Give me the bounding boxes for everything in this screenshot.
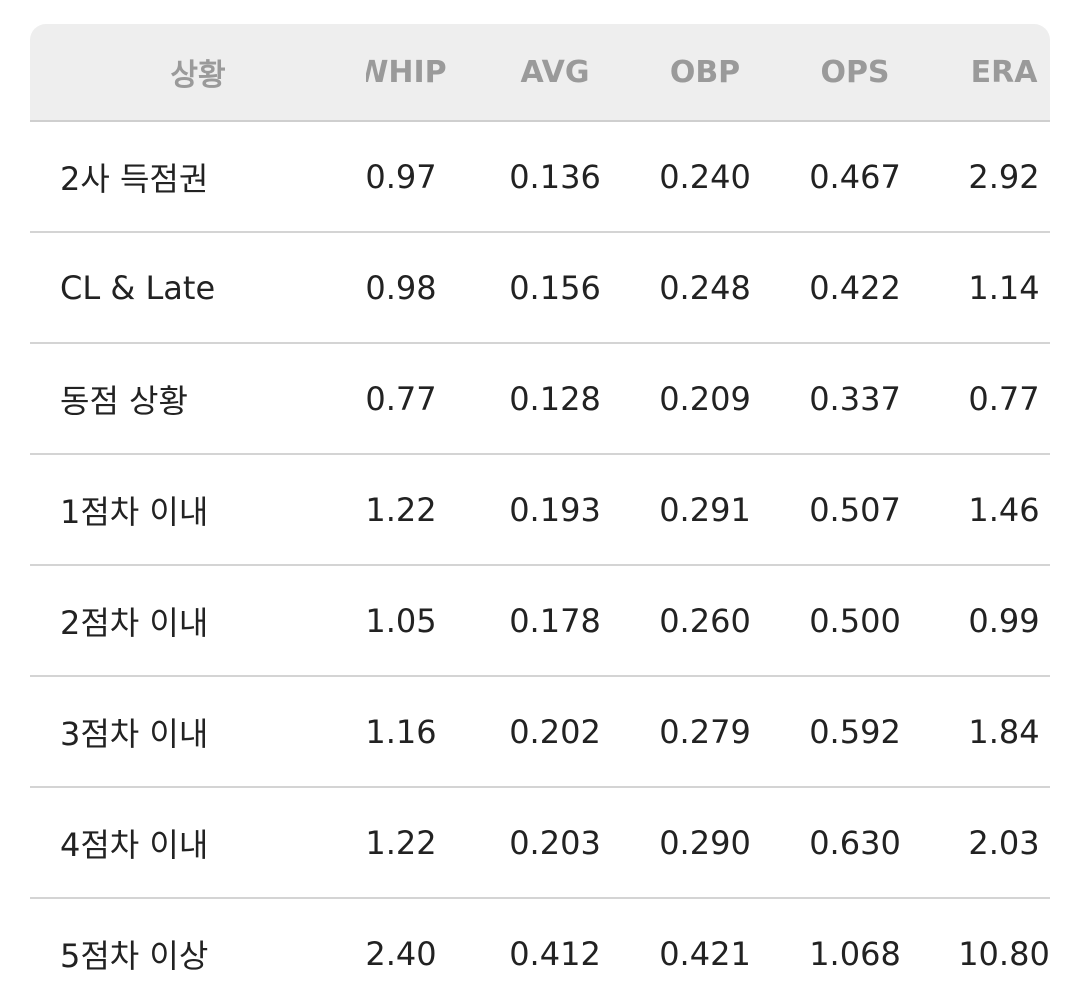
table-row: 5점차 이상 2.40 0.412 0.421 1.068 10.80: [30, 899, 1050, 999]
row-label: CL & Late: [60, 268, 216, 307]
stat-cell: 0.77: [968, 379, 1040, 418]
table-row: 4점차 이내 1.22 0.203 0.290 0.630 2.03: [30, 788, 1050, 899]
stat-cell: 0.337: [809, 379, 901, 418]
stat-cell: 1.14: [968, 268, 1040, 307]
clip-area: 0.77: [366, 344, 566, 453]
stat-cell: 2.92: [968, 157, 1040, 196]
row-label: 2점차 이내: [60, 603, 209, 642]
stat-cell: 0.421: [659, 934, 751, 973]
table-row: 동점 상황 0.77 0.128 0.209 0.337 0.77: [30, 344, 1050, 455]
stat-cell: 0.209: [659, 379, 751, 418]
row-label: 2사 득점권: [60, 159, 209, 198]
stat-cell: 0.507: [809, 490, 901, 529]
stat-cell: 1.16: [366, 712, 437, 751]
stat-cell: 0.630: [809, 823, 901, 862]
table-row: 2점차 이내 1.05 0.178 0.260 0.500 0.99: [30, 566, 1050, 677]
stat-cell: 0.412: [509, 934, 601, 973]
clip-area: 1.16: [366, 677, 566, 786]
table-header: 상황 WHIP AVG OBP OPS ERA: [30, 24, 1050, 122]
row-label: 1점차 이내: [60, 492, 209, 531]
stat-cell: 10.80: [958, 934, 1050, 973]
stat-cell: 0.500: [809, 601, 901, 640]
stat-cell: 2.40: [366, 934, 437, 973]
stat-cell: 1.22: [366, 823, 437, 862]
stat-cell: 0.260: [659, 601, 751, 640]
row-label: 5점차 이상: [60, 936, 209, 975]
stat-cell: 0.291: [659, 490, 751, 529]
clip-area: 2.40: [366, 899, 566, 999]
clip-area: WHIP: [366, 24, 566, 120]
row-label: 3점차 이내: [60, 714, 209, 753]
clip-area: 1.05: [366, 566, 566, 675]
column-header: OPS: [820, 54, 890, 90]
stats-table: 상황 WHIP AVG OBP OPS ERA 2사 득점권 0.97 0.136 0.240 0…: [30, 24, 1050, 999]
table-row: 3점차 이내 1.16 0.202 0.279 0.592 1.84: [30, 677, 1050, 788]
column-header: 상황: [170, 58, 226, 93]
stat-cell: 2.03: [968, 823, 1040, 862]
column-header: ERA: [970, 54, 1038, 90]
stat-cell: 0.156: [509, 268, 601, 307]
stat-cell: 1.068: [809, 934, 901, 973]
stat-cell: 0.248: [659, 268, 751, 307]
stat-cell: 0.97: [366, 157, 437, 196]
stat-cell: 0.203: [509, 823, 601, 862]
row-label: 4점차 이내: [60, 825, 209, 864]
table-row: 2사 득점권 0.97 0.136 0.240 0.467 2.92: [30, 122, 1050, 233]
stat-cell: 1.46: [968, 490, 1040, 529]
table-row: CL & Late 0.98 0.156 0.248 0.422 1.14: [30, 233, 1050, 344]
stat-cell: 0.128: [509, 379, 601, 418]
stat-cell: 0.422: [809, 268, 901, 307]
clip-area: 0.97: [366, 122, 566, 231]
table-row: 1점차 이내 1.22 0.193 0.291 0.507 1.46: [30, 455, 1050, 566]
stat-cell: 1.05: [366, 601, 437, 640]
clip-area: 1.22: [366, 788, 566, 897]
stat-cell: 0.279: [659, 712, 751, 751]
stat-cell: 0.193: [509, 490, 601, 529]
stat-cell: 0.240: [659, 157, 751, 196]
stat-cell: 0.99: [968, 601, 1040, 640]
stat-cell: 0.592: [809, 712, 901, 751]
column-header: AVG: [520, 54, 590, 90]
stat-cell: 1.84: [968, 712, 1040, 751]
stat-cell: 0.202: [509, 712, 601, 751]
column-header: OBP: [669, 54, 741, 90]
stat-cell: 0.77: [366, 379, 437, 418]
clip-area: 0.98: [366, 233, 566, 342]
column-header: WHIP: [366, 54, 447, 90]
stat-cell: 0.290: [659, 823, 751, 862]
row-label: 동점 상황: [60, 381, 188, 420]
clip-area: 1.22: [366, 455, 566, 564]
stat-cell: 0.467: [809, 157, 901, 196]
stat-cell: 1.22: [366, 490, 437, 529]
stat-cell: 0.98: [366, 268, 437, 307]
stat-cell: 0.178: [509, 601, 601, 640]
stat-cell: 0.136: [509, 157, 601, 196]
